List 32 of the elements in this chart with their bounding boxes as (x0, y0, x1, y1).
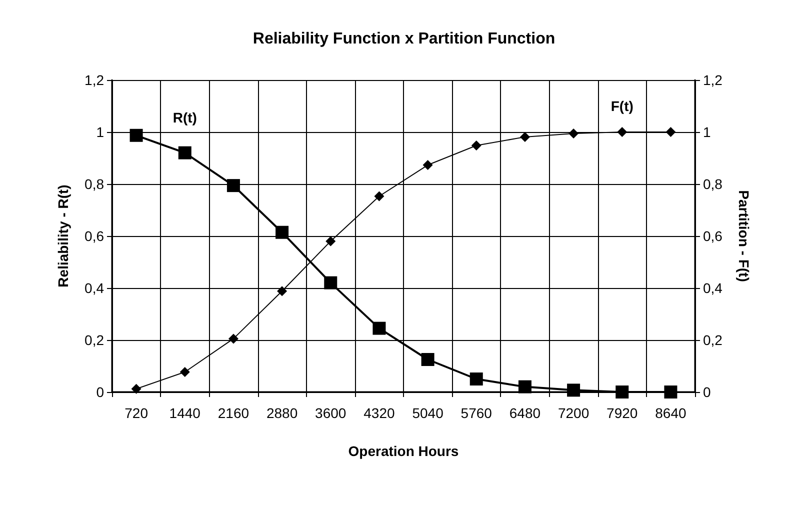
x-tick-label: 1440 (169, 405, 201, 421)
y2-tick-label: 0,8 (703, 176, 723, 192)
y2-tick-label: 1,2 (703, 72, 723, 88)
x-tick-label: 3600 (315, 405, 346, 421)
y-tick-label: 1 (96, 124, 104, 140)
x-tick-label: 5760 (460, 405, 492, 421)
y2-tick-label: 0 (703, 384, 711, 400)
x-tick-label: 7920 (606, 405, 638, 421)
y-tick-label: 0,2 (84, 332, 104, 348)
x-tick-label: 7200 (558, 405, 590, 421)
y-tick-label: 0 (96, 384, 104, 400)
y2-axis-title: Partition - F(t) (736, 190, 752, 282)
chart-title: Reliability Function x Partition Function (252, 30, 556, 48)
x-tick-label: 2880 (266, 405, 298, 421)
y-tick-label: 0,4 (84, 280, 104, 296)
y2-tick-label: 0,6 (703, 228, 723, 244)
series-label: F(t) (610, 98, 634, 114)
y-tick-label: 1,2 (84, 72, 104, 88)
x-axis-title: Operation Hours (348, 443, 459, 459)
series-label: R(t) (172, 109, 197, 126)
x-tick-label: 8640 (655, 405, 686, 421)
x-tick-label: 5040 (412, 405, 444, 421)
y-tick-label: 0,6 (84, 228, 104, 244)
x-tick-label: 6480 (509, 405, 541, 421)
y-tick-label: 0,8 (84, 176, 104, 192)
y2-tick-label: 0,4 (703, 280, 723, 296)
y-axis-title: Reliability - R(t) (55, 184, 71, 288)
x-tick-label: 720 (124, 405, 148, 421)
y2-tick-label: 1 (703, 124, 711, 140)
y2-tick-label: 0,2 (703, 332, 723, 348)
x-tick-label: 2160 (218, 405, 250, 421)
x-tick-label: 4320 (364, 405, 395, 421)
